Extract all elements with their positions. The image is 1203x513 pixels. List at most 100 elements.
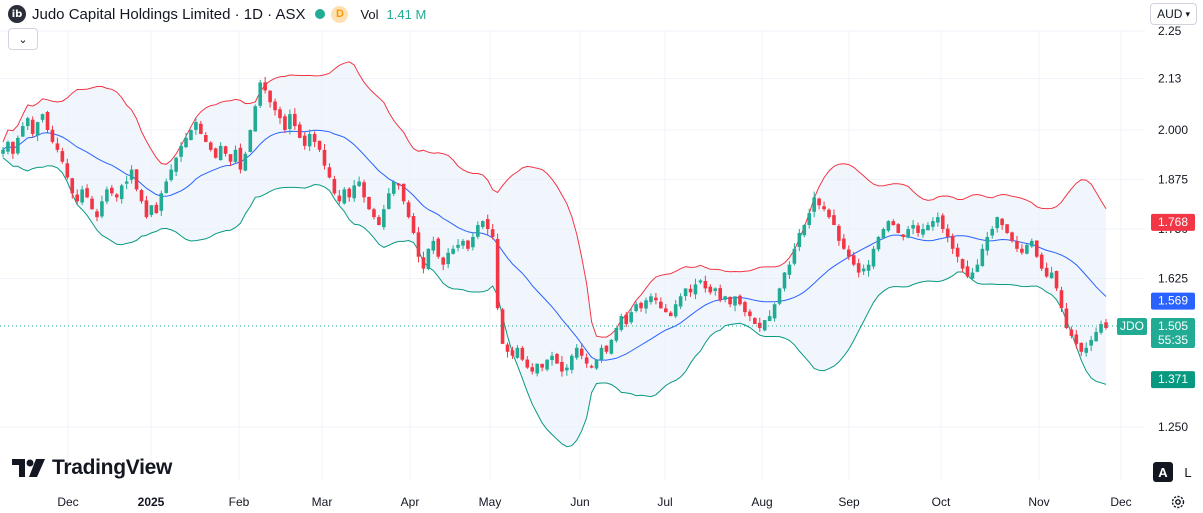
candle-body	[693, 284, 698, 295]
candle-body	[812, 197, 816, 212]
candle-body	[703, 281, 708, 289]
candle-body	[1099, 324, 1103, 333]
candle-body	[510, 350, 515, 356]
candle-body	[1054, 271, 1059, 289]
candle-body	[792, 248, 797, 264]
candle-body	[124, 181, 129, 184]
currency-label: AUD	[1157, 7, 1183, 21]
candle-body	[619, 316, 624, 330]
y-tick-label: 2.000	[1158, 123, 1188, 137]
timeframe-badge[interactable]: D	[331, 5, 349, 23]
basis-price-label: 1.569	[1158, 294, 1188, 308]
y-tick-label: 2.25	[1158, 24, 1182, 38]
candle-body	[337, 195, 342, 202]
candle-body	[678, 296, 683, 307]
candle-body	[614, 328, 619, 341]
y-tick-label: 1.250	[1158, 420, 1188, 434]
candle-body	[1059, 290, 1064, 309]
basis-line	[2, 129, 1107, 361]
x-tick-label: Dec	[57, 495, 78, 509]
candle-body	[827, 209, 831, 218]
candle-body	[545, 359, 549, 370]
symbol-tag-bg	[1117, 318, 1147, 336]
candle-body	[842, 238, 846, 249]
candle-body	[520, 347, 525, 360]
candle-body	[1049, 272, 1054, 279]
candle-body	[228, 154, 233, 162]
candle-body	[199, 123, 203, 134]
candle-body	[683, 288, 688, 297]
candle-body	[80, 189, 84, 203]
candle-body	[70, 178, 75, 194]
candle-body	[649, 296, 653, 303]
collapse-legend-button[interactable]: ⌄	[8, 28, 38, 50]
candle-body	[238, 147, 243, 170]
candle-body	[500, 309, 505, 344]
candle-body	[1005, 224, 1009, 233]
candle-body	[1069, 329, 1074, 336]
candle-body	[579, 348, 584, 356]
tradingview-logo[interactable]: TradingView	[12, 456, 172, 480]
log-scale-button[interactable]: L	[1178, 462, 1198, 482]
candle-body	[377, 217, 381, 226]
candle-body	[208, 142, 213, 150]
candle-body	[570, 355, 574, 370]
candle-body	[184, 137, 188, 148]
auto-scale-button[interactable]: A	[1153, 462, 1173, 482]
candle-body	[35, 122, 40, 136]
candle-body	[312, 133, 317, 142]
candle-body	[926, 225, 930, 231]
candle-body	[822, 206, 826, 210]
candle-body	[659, 301, 663, 309]
x-tick-label: Dec	[1110, 495, 1131, 509]
candle-body	[743, 302, 747, 313]
candle-body	[911, 225, 915, 229]
candle-body	[718, 288, 722, 301]
candle-body	[317, 140, 322, 150]
candle-body	[372, 209, 376, 218]
candle-body	[772, 304, 777, 319]
x-tick-label: Aug	[751, 495, 772, 509]
candle-body	[332, 178, 337, 194]
candle-body	[6, 141, 10, 152]
symbol-title[interactable]: Judo Capital Holdings Limited · 1D · ASX	[32, 5, 306, 23]
candle-body	[382, 209, 386, 228]
candle-body	[253, 106, 258, 132]
candle-body	[476, 225, 480, 237]
candle-body	[1030, 240, 1034, 247]
candle-body	[25, 118, 30, 127]
candle-body	[144, 200, 149, 218]
candle-body	[673, 304, 678, 317]
tradingview-wordmark: TradingView	[52, 456, 173, 479]
y-tick-label: 1.625	[1158, 272, 1188, 286]
candle-body	[782, 272, 787, 289]
candle-body	[975, 264, 980, 272]
candle-body	[1044, 267, 1049, 277]
candle-body	[95, 211, 99, 218]
candle-body	[431, 240, 436, 251]
candle-body	[233, 149, 238, 162]
candle-body	[20, 126, 25, 137]
candle-body	[194, 122, 198, 130]
candle-body	[179, 145, 183, 157]
candle-body	[283, 116, 287, 130]
candle-body	[480, 221, 485, 228]
candle-body	[297, 124, 302, 138]
candle-body	[1064, 308, 1069, 328]
candle-body	[327, 167, 332, 178]
x-tick-label: Mar	[312, 495, 333, 509]
volume-value: 1.41 M	[386, 6, 427, 22]
candle-body	[218, 145, 223, 161]
settings-gear-icon[interactable]	[1170, 494, 1186, 510]
candle-body	[119, 185, 124, 200]
candle-body	[757, 322, 762, 328]
candle-body	[901, 234, 906, 237]
upper-band-price-label-bg	[1151, 213, 1195, 231]
candle-body	[441, 257, 446, 265]
candle-body	[436, 238, 441, 257]
currency-selector[interactable]: AUD ▾	[1150, 3, 1197, 25]
lower-band-price-label-bg	[1151, 371, 1195, 389]
candle-body	[357, 181, 361, 186]
candle-body	[733, 296, 737, 306]
